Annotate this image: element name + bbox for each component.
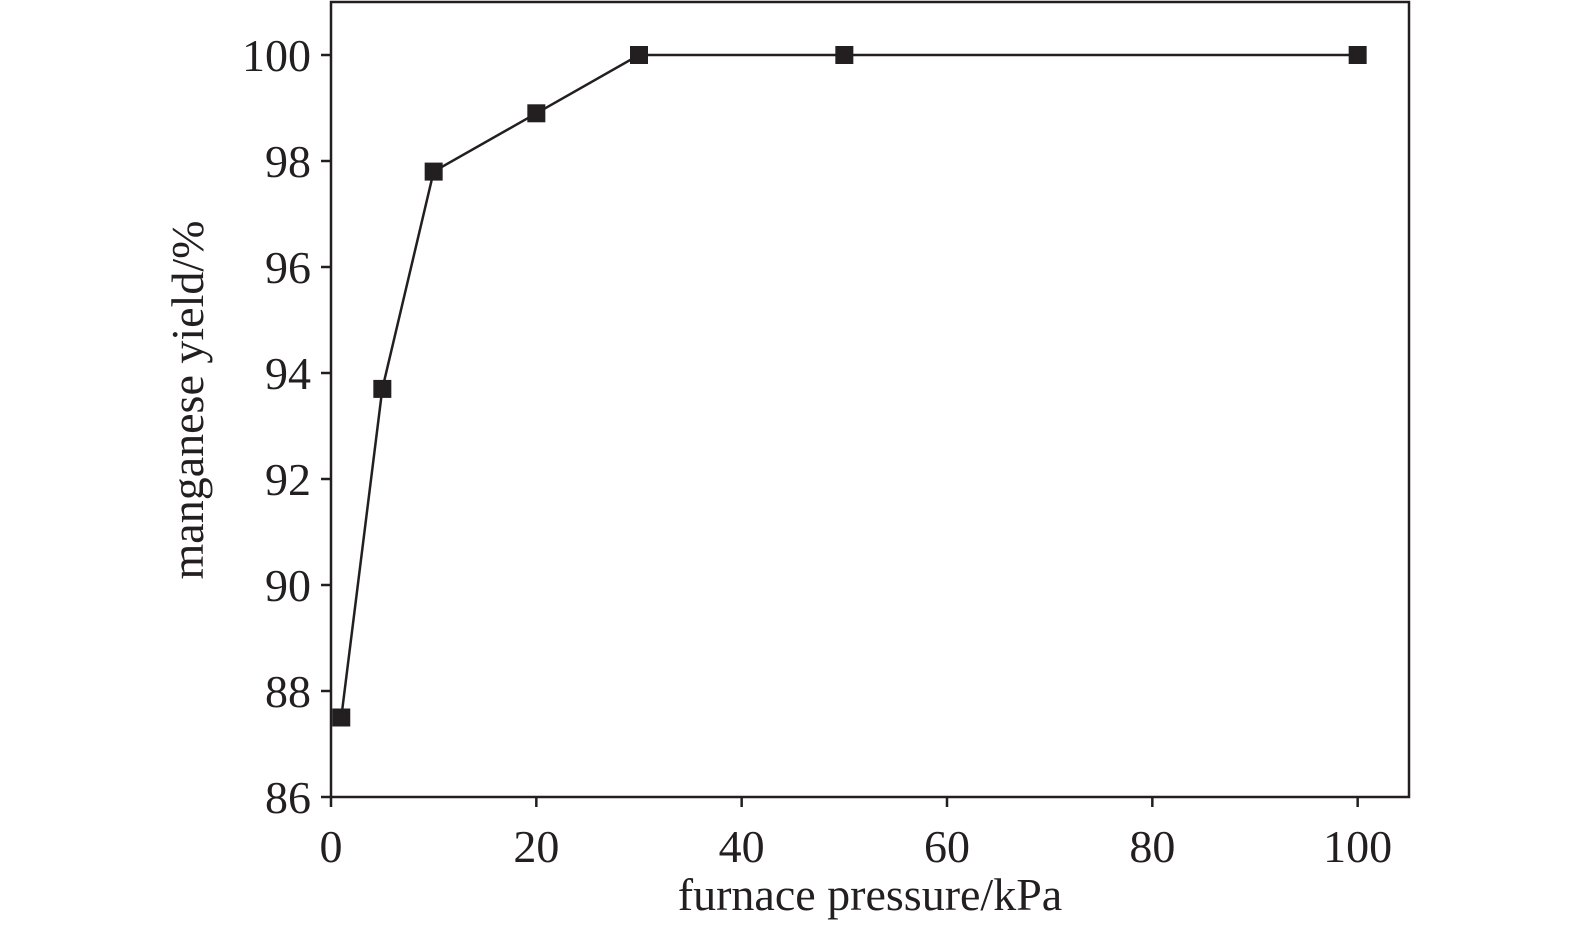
marker: [332, 708, 351, 727]
series-line: [340, 53, 1358, 718]
marker: [835, 46, 854, 64]
y-axis-label: manganese yield/%: [162, 221, 213, 580]
y-tick-label: 92: [265, 454, 311, 505]
y-tick-label: 98: [265, 136, 311, 187]
y-tick-label: 100: [242, 30, 311, 81]
y-tick-label: 96: [265, 242, 311, 293]
y-tick-label: 88: [265, 666, 311, 717]
x-tick-label: 20: [513, 821, 559, 872]
x-tick-label: 40: [719, 821, 765, 872]
x-tick-label: 80: [1129, 821, 1175, 872]
y-tick-label: 86: [265, 772, 311, 823]
marker: [424, 162, 443, 181]
marker: [527, 104, 546, 123]
y-tick-label: 94: [265, 348, 311, 399]
y-tick-label: 90: [265, 560, 311, 611]
x-tick-label: 60: [924, 821, 970, 872]
marker: [630, 46, 648, 64]
marker: [373, 379, 392, 398]
plot-frame: [329, 0, 1411, 799]
x-axis-label: furnace pressure/kPa: [678, 869, 1062, 920]
marker: [1348, 46, 1367, 64]
x-tick-label: 100: [1323, 821, 1392, 872]
x-tick-label: 0: [320, 821, 343, 872]
